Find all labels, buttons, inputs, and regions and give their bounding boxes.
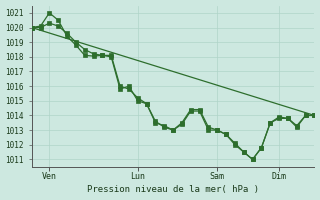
X-axis label: Pression niveau de la mer( hPa ): Pression niveau de la mer( hPa )	[87, 185, 259, 194]
